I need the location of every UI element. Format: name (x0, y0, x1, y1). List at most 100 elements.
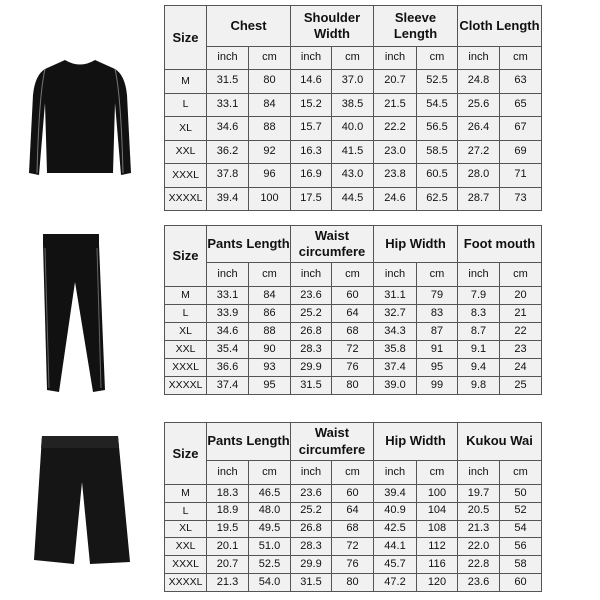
measurement: 23 (500, 341, 541, 358)
size-label: XXL (165, 538, 206, 556)
measurement: 48.0 (249, 502, 290, 520)
measurement: 23.6 (291, 485, 331, 502)
size-label: XL (165, 520, 206, 538)
measurement: 28.3 (291, 538, 331, 556)
measurement: 25.2 (291, 305, 331, 322)
measurement: 87 (417, 323, 457, 340)
measurement: 88 (249, 323, 290, 340)
unit-header: inch (291, 461, 331, 484)
measurement: 67 (500, 117, 541, 140)
column-header: Pants Length (207, 423, 290, 460)
measurement: 116 (417, 556, 457, 573)
measurement: 27.2 (458, 140, 499, 163)
size-label: XXL (165, 341, 206, 358)
measurement: 20.5 (458, 502, 499, 520)
measurement: 63 (500, 70, 541, 93)
measurement: 42.5 (374, 520, 416, 538)
measurement: 52.5 (417, 70, 457, 93)
measurement: 54 (500, 520, 541, 538)
measurement: 14.6 (291, 70, 331, 93)
column-header: Shoulder Width (291, 6, 373, 46)
measurement: 7.9 (458, 287, 499, 304)
column-header: Pants Length (207, 226, 290, 262)
measurement: 25.2 (291, 502, 331, 520)
measurement: 28.7 (458, 187, 499, 210)
measurement: 26.8 (291, 520, 331, 538)
unit-header: inch (291, 263, 331, 286)
measurement: 50 (500, 485, 541, 502)
measurement: 93 (249, 359, 290, 376)
measurement: 23.6 (291, 287, 331, 304)
unit-header: cm (500, 263, 541, 286)
measurement: 41.5 (332, 140, 373, 163)
measurement: 80 (332, 573, 373, 591)
column-header: Kukou Wai (458, 423, 541, 460)
measurement: 29.9 (291, 556, 331, 573)
measurement: 20.1 (207, 538, 248, 556)
measurement: 95 (417, 359, 457, 376)
unit-header: inch (374, 461, 416, 484)
measurement: 21.5 (374, 93, 416, 116)
unit-header: cm (500, 47, 541, 69)
measurement: 99 (417, 377, 457, 394)
measurement: 40.0 (332, 117, 373, 140)
measurement: 22 (500, 323, 541, 340)
measurement: 15.2 (291, 93, 331, 116)
measurement: 17.5 (291, 187, 331, 210)
measurement: 22.0 (458, 538, 499, 556)
measurement: 36.2 (207, 140, 248, 163)
measurement: 34.6 (207, 323, 248, 340)
measurement: 68 (332, 323, 373, 340)
measurement: 28.0 (458, 164, 499, 187)
measurement: 15.7 (291, 117, 331, 140)
unit-header: cm (332, 461, 373, 484)
measurement: 20 (500, 287, 541, 304)
measurement: 9.8 (458, 377, 499, 394)
measurement: 33.9 (207, 305, 248, 322)
measurement: 25.6 (458, 93, 499, 116)
unit-header: inch (458, 263, 499, 286)
measurement: 84 (249, 93, 290, 116)
measurement: 64 (332, 305, 373, 322)
measurement: 49.5 (249, 520, 290, 538)
measurement: 35.8 (374, 341, 416, 358)
measurement: 72 (332, 538, 373, 556)
unit-header: inch (458, 461, 499, 484)
measurement: 54.0 (249, 573, 290, 591)
measurement: 52 (500, 502, 541, 520)
measurement: 64 (332, 502, 373, 520)
size-table: Size Chest Shoulder Width Sleeve Length Clot… (164, 5, 542, 211)
measurement: 60 (332, 485, 373, 502)
measurement: 43.0 (332, 164, 373, 187)
measurement: 23.6 (458, 573, 499, 591)
measurement: 22.8 (458, 556, 499, 573)
size-label: XXXL (165, 556, 206, 573)
column-header: Waist circumfere (291, 226, 373, 262)
measurement: 79 (417, 287, 457, 304)
measurement: 31.5 (291, 573, 331, 591)
measurement: 24.6 (374, 187, 416, 210)
measurement: 37.8 (207, 164, 248, 187)
size-label: XXXL (165, 359, 206, 376)
unit-header: cm (249, 461, 290, 484)
measurement: 54.5 (417, 93, 457, 116)
measurement: 72 (332, 341, 373, 358)
unit-header: cm (332, 47, 373, 69)
size-label: XL (165, 323, 206, 340)
measurement: 33.1 (207, 93, 248, 116)
measurement: 24.8 (458, 70, 499, 93)
measurement: 18.9 (207, 502, 248, 520)
unit-header: cm (417, 461, 457, 484)
measurement: 120 (417, 573, 457, 591)
unit-header: inch (207, 47, 248, 69)
measurement: 58.5 (417, 140, 457, 163)
column-header: Foot mouth (458, 226, 541, 262)
measurement: 34.6 (207, 117, 248, 140)
measurement: 95 (249, 377, 290, 394)
measurement: 60 (332, 287, 373, 304)
measurement: 69 (500, 140, 541, 163)
measurement: 60 (500, 573, 541, 591)
measurement: 45.7 (374, 556, 416, 573)
measurement: 71 (500, 164, 541, 187)
